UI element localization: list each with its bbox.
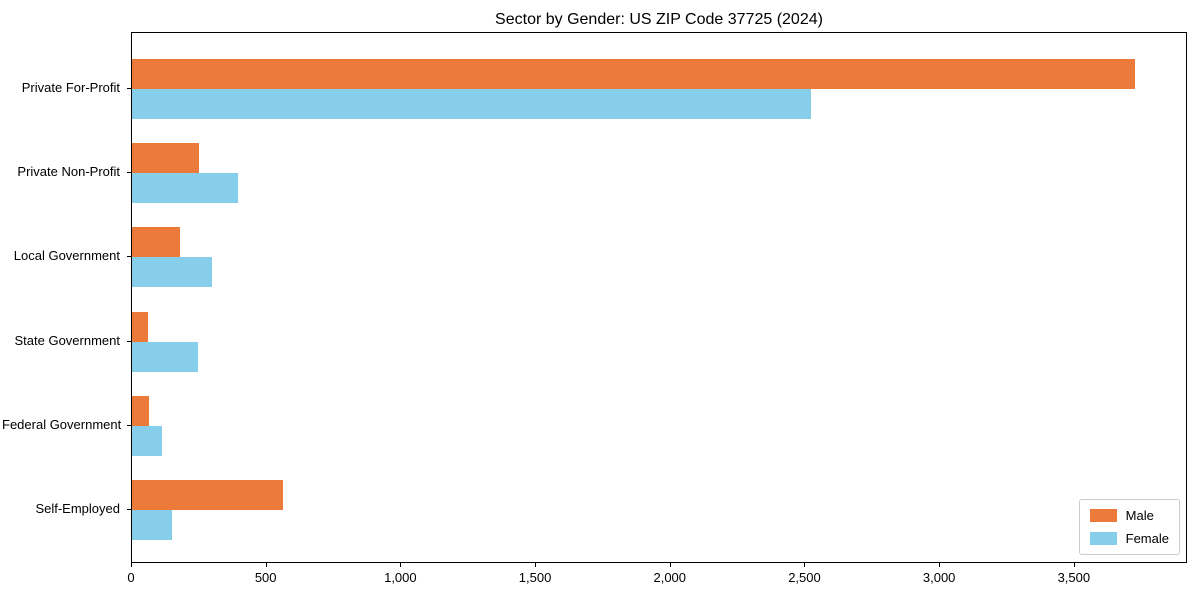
x-tick-label-3-500: 3,500 [1057,570,1091,585]
y-tick-mark [127,172,131,174]
x-tick-label-500: 500 [254,570,277,585]
x-tick-label-3-000: 3,000 [922,570,956,585]
bar-private-for-profit-male [132,59,1135,89]
legend: Male Female [1078,499,1180,555]
x-tick-mark [400,563,402,567]
x-tick-mark [535,563,537,567]
legend-entry-male: Male [1089,508,1169,523]
male-series-swatch-icon [1089,509,1117,522]
x-tick-mark [939,563,941,567]
y-tick-mark [127,509,131,510]
bar-self-employed-female [132,510,172,540]
bar-private-for-profit-female [132,89,811,119]
legend-label-female: Female [1125,531,1169,546]
bar-self-employed-male [132,480,284,510]
y-tick-label-federal-government: Federal Government [2,416,122,432]
plot-area: Male Female [131,32,1187,563]
female-series-swatch-icon [1089,532,1117,545]
x-tick-mark [669,563,671,567]
legend-label-male: Male [1125,508,1154,523]
legend-entry-female: Female [1089,531,1169,546]
y-tick-label-state-government: State Government [14,332,121,348]
y-tick-mark [127,88,131,89]
x-tick-mark [1073,563,1075,567]
bar-federal-government-female [132,425,162,456]
x-tick-label-1-500: 1,500 [518,570,552,585]
x-tick-mark [131,563,132,567]
y-tick-label-local-government: Local Government [13,248,120,264]
x-tick-label-1-000: 1,000 [384,570,417,585]
bar-local-government-male [132,227,180,258]
x-tick-label-0: 0 [127,570,135,585]
y-tick-mark [127,340,131,342]
bar-federal-government-male [132,395,149,426]
y-tick-label-self-employed: Self-Employed [35,501,120,516]
bar-local-government-female [132,257,212,288]
x-tick-label-2-500: 2,500 [788,570,821,585]
bar-state-government-female [132,341,199,372]
y-tick-label-private-for-profit: Private For-Profit [21,80,120,95]
y-tick-mark [127,424,131,426]
y-tick-mark [127,256,131,258]
chart-title: Sector by Gender: US ZIP Code 37725 (202… [495,11,823,28]
x-tick-label-2-000: 2,000 [653,570,687,585]
x-tick-mark [265,563,267,567]
bar-private-non-profit-male [132,143,199,174]
x-tick-mark [804,563,806,567]
bar-private-non-profit-female [132,173,239,204]
y-tick-label-private-non-profit: Private Non-Profit [17,164,120,180]
bar-state-government-male [132,311,148,342]
